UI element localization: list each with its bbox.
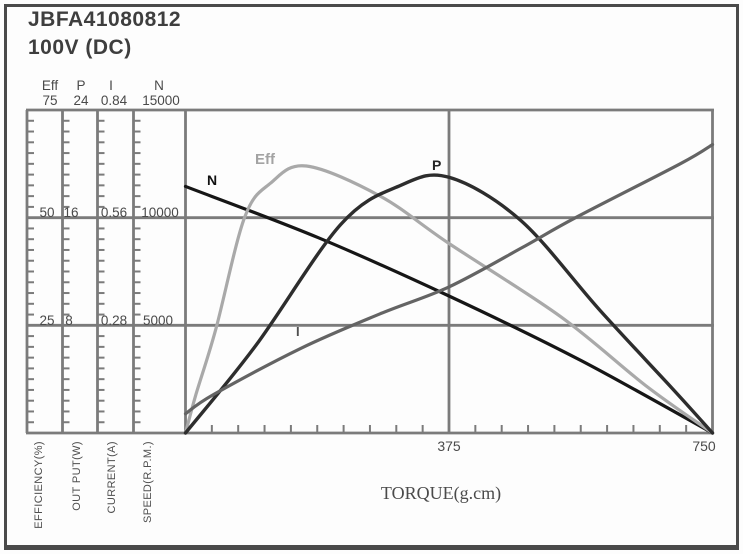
x-tick-375: 375	[437, 438, 461, 454]
axis-name-i: I	[109, 78, 113, 93]
curve-label-n: N	[207, 172, 218, 188]
axis-name-eff: Eff	[41, 78, 59, 93]
axis-mid-p: 16	[63, 205, 79, 220]
axis-max-n: 15000	[142, 93, 180, 108]
page-subtitle: 100V (DC)	[28, 36, 132, 59]
axis-max-i: 0.84	[100, 93, 128, 108]
axis-low-i: 0.28	[100, 313, 128, 328]
axis-unit-speed: SPEED(R.P.M.)	[142, 441, 154, 524]
axis-low-eff: 25	[39, 313, 55, 328]
axis-name-p: P	[76, 78, 86, 93]
axis-max-p: 24	[73, 93, 89, 108]
curve-label-i: I	[296, 324, 300, 339]
axis-max-eff: 75	[42, 93, 58, 108]
axis-low-p: 8	[65, 313, 73, 328]
axis-mid-i: 0.56	[100, 205, 128, 220]
curve-label-p: P	[432, 157, 442, 173]
page-title: JBFA41080812	[28, 8, 182, 31]
axis-unit-current: CURRENT(A)	[106, 441, 118, 514]
x-tick-750: 750	[692, 438, 716, 454]
axis-mid-eff: 50	[39, 205, 55, 220]
curve-label-eff: Eff	[255, 151, 275, 168]
axis-low-n: 5000	[142, 313, 174, 328]
axis-mid-n: 10000	[141, 205, 179, 220]
axis-unit-output: OUT PUT(W)	[71, 441, 83, 511]
axis-name-n: N	[154, 78, 164, 93]
axis-unit-efficiency: EFFICIENCY(%)	[33, 441, 45, 529]
x-axis-title: TORQUE(g.cm)	[380, 483, 502, 503]
